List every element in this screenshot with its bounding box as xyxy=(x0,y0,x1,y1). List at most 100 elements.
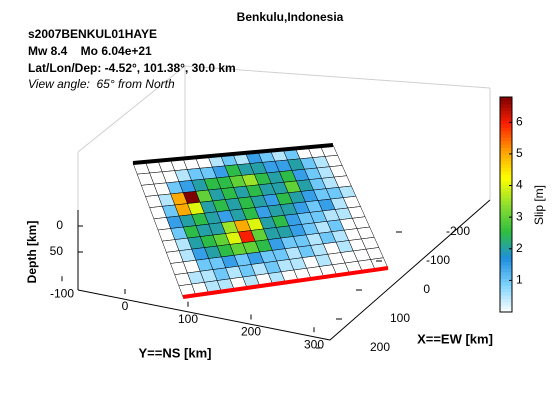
colorbar-swatch xyxy=(500,261,512,266)
colorbar-swatch xyxy=(500,113,512,118)
colorbar-swatch xyxy=(500,234,512,239)
subtitle: Lat/Lon/Dep: -4.52°, 101.38°, 30.0 km xyxy=(28,61,236,75)
colorbar-tick-label: 1 xyxy=(516,273,523,287)
y-tick-label: 200 xyxy=(241,325,261,339)
y-axis-label: Y==NS [km] xyxy=(139,345,212,360)
colorbar-swatch xyxy=(500,288,512,293)
colorbar-tick-label: 2 xyxy=(516,241,523,255)
y-tick-label: -100 xyxy=(50,286,74,300)
x-axis-label: X==EW [km] xyxy=(417,331,493,346)
colorbar-swatch xyxy=(500,201,512,205)
colorbar-swatch xyxy=(500,150,512,155)
z-tick-label: 0 xyxy=(56,218,63,232)
colorbar-swatch xyxy=(500,117,512,122)
chart-title: Benkulu,Indonesia xyxy=(237,10,344,24)
subtitle: s2007BENKUL01HAYE xyxy=(28,27,157,41)
colorbar-swatch xyxy=(500,204,512,209)
z-tick-label: 50 xyxy=(50,244,64,258)
x-tick-label: 200 xyxy=(370,340,390,354)
z-axis-label: Depth [km] xyxy=(25,221,39,284)
colorbar-frame xyxy=(499,96,513,313)
colorbar-swatch xyxy=(500,207,512,212)
colorbar-tick-label: 6 xyxy=(516,114,523,128)
colorbar-swatch xyxy=(500,110,512,115)
x-axis-line xyxy=(329,199,491,341)
colorbar-swatch xyxy=(500,214,512,219)
colorbar-swatch xyxy=(500,123,512,128)
colorbar-swatch xyxy=(500,100,512,105)
colorbar-tick-label: 5 xyxy=(516,146,523,160)
colorbar-swatch xyxy=(500,147,512,152)
y-tick-label: 100 xyxy=(178,312,198,326)
colorbar-swatch xyxy=(500,194,512,199)
colorbar-swatch xyxy=(500,130,512,135)
colorbar-swatch xyxy=(500,103,512,108)
colorbar-swatch xyxy=(500,167,512,172)
colorbar-swatch xyxy=(500,295,512,300)
colorbar-swatch xyxy=(500,264,512,269)
fault-plane xyxy=(132,144,389,298)
colorbar-swatch xyxy=(500,133,512,138)
colorbar-swatch xyxy=(500,137,512,142)
colorbar-swatch xyxy=(500,248,512,253)
colorbar-swatch xyxy=(500,238,512,242)
x-tick-label: -100 xyxy=(426,253,450,267)
colorbar-label: Slip [m] xyxy=(532,185,546,225)
colorbar-swatch xyxy=(500,184,512,189)
colorbar-swatch xyxy=(500,278,512,283)
colorbar-swatch xyxy=(500,197,512,202)
y-tick-label: 300 xyxy=(304,337,324,351)
x-tick-label: 0 xyxy=(423,282,430,296)
colorbar-swatch xyxy=(500,140,512,145)
colorbar-swatch xyxy=(500,254,512,259)
colorbar-swatch xyxy=(500,271,512,276)
fault-bottom-edge xyxy=(182,266,389,299)
colorbar-swatch xyxy=(500,301,512,306)
colorbar-swatch xyxy=(500,308,512,313)
colorbar: 1 2 3 4 5 6 xyxy=(499,96,523,313)
colorbar-swatch xyxy=(500,180,512,185)
colorbar-swatch xyxy=(500,127,512,132)
colorbar-swatch xyxy=(500,231,512,236)
colorbar-swatch xyxy=(500,268,512,273)
colorbar-swatch xyxy=(500,211,512,216)
colorbar-swatch xyxy=(500,154,512,158)
colorbar-swatch xyxy=(500,305,512,310)
y-tick-label: 0 xyxy=(122,299,129,313)
colorbar-swatch xyxy=(500,281,512,286)
colorbar-swatch xyxy=(500,244,512,249)
colorbar-swatch xyxy=(500,174,512,179)
axis-lines xyxy=(77,199,491,341)
colorbar-swatch xyxy=(500,164,512,169)
colorbar-swatch xyxy=(500,191,512,195)
colorbar-swatch xyxy=(500,157,512,162)
colorbar-swatch xyxy=(500,258,512,263)
subtitle: Mw 8.4 Mo 6.04e+21 xyxy=(28,44,152,58)
colorbar-swatch xyxy=(500,224,512,229)
subtitle: View angle: 65° from North xyxy=(28,77,175,91)
colorbar-tick-label: 3 xyxy=(516,209,523,223)
colorbar-swatch xyxy=(500,177,512,182)
x-tick-label: 100 xyxy=(390,311,410,325)
colorbar-swatch xyxy=(500,298,512,303)
colorbar-swatch xyxy=(500,97,512,101)
colorbar-swatch xyxy=(500,291,512,296)
colorbar-swatch xyxy=(500,170,512,175)
colorbar-swatch xyxy=(500,275,512,279)
colorbar-swatch xyxy=(500,120,512,125)
colorbar-swatch xyxy=(500,144,512,148)
colorbar-swatch xyxy=(500,285,512,289)
colorbar-swatch xyxy=(500,107,512,111)
colorbar-swatch xyxy=(500,217,512,222)
box-edge xyxy=(184,65,491,89)
y-axis-line xyxy=(77,289,331,341)
colorbar-swatch xyxy=(500,241,512,246)
fault-top-edge xyxy=(132,143,334,165)
x-tick-label: -200 xyxy=(446,224,470,238)
colorbar-swatch xyxy=(500,187,512,192)
colorbar-swatch xyxy=(500,221,512,226)
box-edge xyxy=(77,65,186,153)
colorbar-tick-label: 4 xyxy=(516,178,523,192)
colorbar-swatch xyxy=(500,228,512,232)
